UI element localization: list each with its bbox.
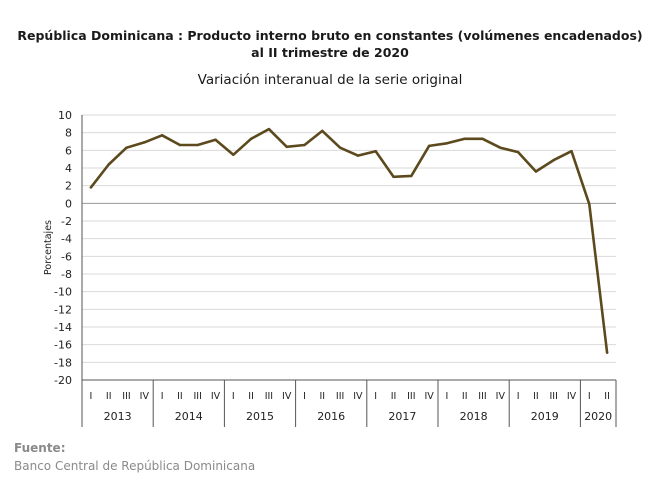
year-label: 2017 [388, 410, 416, 423]
data-point [196, 143, 199, 147]
quarter-tick-label: II [533, 391, 539, 402]
data-point [249, 137, 253, 141]
quarter-tick-label: III [549, 391, 557, 402]
quarter-tick-label: III [478, 391, 486, 402]
data-point [445, 142, 449, 145]
quarter-tick-label: III [265, 391, 273, 402]
quarter-tick-label: III [122, 391, 130, 402]
y-tick-label: -18 [54, 356, 72, 369]
quarter-tick-label: IV [353, 391, 363, 402]
quarter-tick-label: I [303, 391, 306, 402]
quarter-tick-label: IV [282, 391, 292, 402]
data-point [392, 175, 395, 179]
data-point [338, 146, 342, 149]
quarter-tick-label: IV [211, 391, 221, 402]
y-tick-label: 0 [65, 197, 72, 210]
data-point [107, 163, 110, 166]
y-tick-label: -4 [61, 233, 72, 246]
data-point [125, 146, 128, 149]
year-label: 2020 [584, 410, 612, 423]
y-tick-label: -6 [61, 250, 72, 263]
y-axis-label: Porcentajes [43, 220, 54, 275]
data-point [481, 137, 484, 141]
quarter-tick-label: I [445, 391, 448, 402]
data-point [552, 158, 555, 162]
data-point [499, 146, 502, 149]
quarter-tick-label: II [106, 391, 112, 402]
quarter-tick-label: I [232, 391, 235, 402]
y-tick-label: -8 [61, 268, 72, 281]
data-point [143, 141, 146, 144]
data-point [303, 143, 306, 147]
data-point [410, 174, 413, 178]
year-label: 2019 [531, 410, 559, 423]
y-tick-label: -14 [54, 321, 72, 334]
data-point [160, 134, 164, 137]
quarter-tick-label: I [161, 391, 164, 402]
quarter-tick-label: III [336, 391, 344, 402]
data-point [374, 150, 377, 153]
data-point [605, 351, 609, 354]
source-text: Banco Central de República Dominicana [14, 459, 256, 473]
quarter-tick-label: I [517, 391, 520, 402]
quarter-tick-label: IV [496, 391, 506, 402]
year-label: 2015 [246, 410, 274, 423]
quarter-tick-label: IV [140, 391, 150, 402]
year-label: 2014 [175, 410, 203, 423]
data-point [570, 150, 573, 153]
series-line [89, 127, 609, 354]
quarter-tick-label: III [407, 391, 415, 402]
data-point [356, 154, 360, 157]
quarter-tick-label: II [604, 391, 610, 402]
data-point [427, 144, 431, 148]
data-point [534, 170, 538, 173]
y-tick-label: 6 [65, 144, 72, 157]
y-tick-label: -2 [61, 215, 72, 228]
y-tick-label: 10 [58, 109, 72, 122]
quarter-tick-label: II [391, 391, 397, 402]
quarter-tick-label: IV [567, 391, 577, 402]
y-tick-label: -12 [54, 303, 72, 316]
quarter-tick-label: I [588, 391, 591, 402]
line-chart: 10 8 6 4 2 0 -2 -4 -6 -8 -10 -12 -14 -16 -18 -20 Porcent… [43, 109, 617, 427]
y-tick-label: -16 [54, 339, 72, 352]
year-label: 2013 [104, 410, 132, 423]
quarter-tick-label: II [462, 391, 468, 402]
y-tick-label: 4 [65, 162, 72, 175]
data-point [588, 203, 591, 206]
y-tick-label: 2 [65, 180, 72, 193]
quarter-tick-label: IV [424, 391, 434, 402]
quarter-tick-label: II [319, 391, 325, 402]
data-point [267, 127, 271, 131]
data-point [285, 145, 288, 148]
source-label: Fuente: [14, 441, 66, 455]
data-point [516, 150, 520, 154]
chart-title-line1: República Dominicana : Producto interno … [17, 28, 643, 43]
quarter-tick-label: I [374, 391, 377, 402]
year-label: 2016 [317, 410, 345, 423]
data-point [178, 143, 182, 147]
y-tick-label: -10 [54, 286, 72, 299]
y-tick-label: 8 [65, 127, 72, 140]
data-point [321, 129, 324, 133]
chart-subtitle: Variación interanual de la serie origina… [197, 72, 463, 88]
year-label: 2018 [460, 410, 488, 423]
quarter-tick-label: I [89, 391, 92, 402]
quarter-tick-label: II [177, 391, 183, 402]
quarter-tick-label: II [248, 391, 254, 402]
data-point [214, 138, 217, 141]
data-point [89, 186, 93, 189]
data-point [463, 137, 466, 141]
chart-title-line2: al II trimestre de 2020 [251, 45, 409, 60]
y-tick-label: -20 [54, 374, 72, 387]
data-point [232, 153, 235, 156]
quarter-tick-label: III [193, 391, 201, 402]
